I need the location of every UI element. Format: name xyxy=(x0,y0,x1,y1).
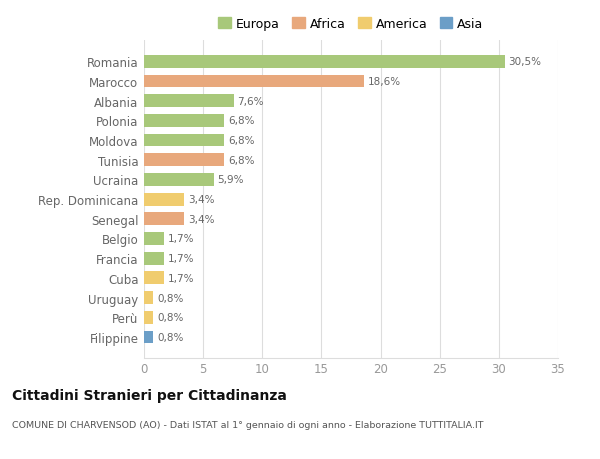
Text: 1,7%: 1,7% xyxy=(167,254,194,263)
Bar xyxy=(144,95,234,108)
Text: 1,7%: 1,7% xyxy=(167,234,194,244)
Bar xyxy=(144,115,224,128)
Bar xyxy=(144,174,214,186)
Bar xyxy=(144,272,164,285)
Bar xyxy=(144,193,184,206)
Text: 3,4%: 3,4% xyxy=(188,195,214,205)
Bar xyxy=(144,252,164,265)
Text: 0,8%: 0,8% xyxy=(157,332,184,342)
Bar xyxy=(144,56,505,68)
Bar xyxy=(144,331,154,344)
Text: 1,7%: 1,7% xyxy=(167,273,194,283)
Bar xyxy=(144,233,164,246)
Bar xyxy=(144,134,224,147)
Text: 7,6%: 7,6% xyxy=(238,96,264,106)
Text: 6,8%: 6,8% xyxy=(228,155,254,165)
Text: 6,8%: 6,8% xyxy=(228,116,254,126)
Bar xyxy=(144,311,154,324)
Text: COMUNE DI CHARVENSOD (AO) - Dati ISTAT al 1° gennaio di ogni anno - Elaborazione: COMUNE DI CHARVENSOD (AO) - Dati ISTAT a… xyxy=(12,420,484,429)
Bar xyxy=(144,154,224,167)
Text: 6,8%: 6,8% xyxy=(228,136,254,146)
Text: Cittadini Stranieri per Cittadinanza: Cittadini Stranieri per Cittadinanza xyxy=(12,388,287,402)
Text: 30,5%: 30,5% xyxy=(508,57,541,67)
Bar xyxy=(144,75,364,88)
Bar xyxy=(144,213,184,226)
Text: 0,8%: 0,8% xyxy=(157,293,184,303)
Text: 5,9%: 5,9% xyxy=(217,175,244,185)
Text: 3,4%: 3,4% xyxy=(188,214,214,224)
Text: 0,8%: 0,8% xyxy=(157,313,184,323)
Bar xyxy=(144,291,154,304)
Text: 18,6%: 18,6% xyxy=(368,77,401,87)
Legend: Europa, Africa, America, Asia: Europa, Africa, America, Asia xyxy=(214,13,488,36)
